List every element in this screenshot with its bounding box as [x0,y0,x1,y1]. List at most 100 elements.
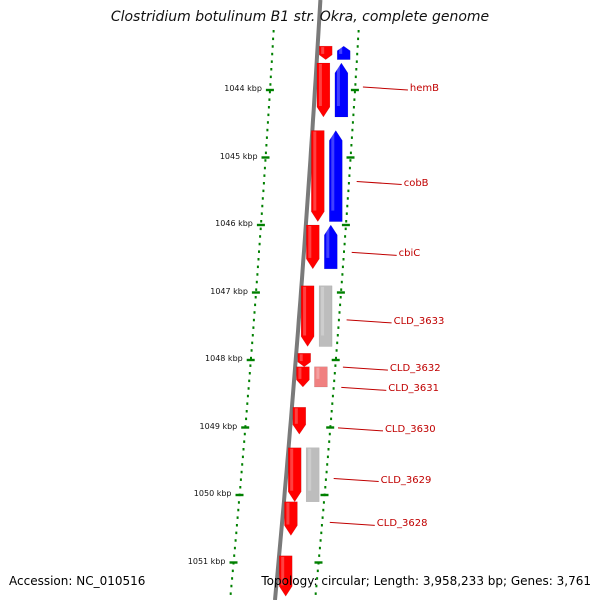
minor-tick [252,326,255,329]
minor-tick [344,227,347,231]
minor-tick [248,379,251,383]
major-tick [336,291,345,294]
gene-highlight [316,367,320,379]
minor-tick [357,37,360,41]
tick-marks [229,30,360,595]
minor-tick [357,30,360,33]
label-leader-line [362,86,408,91]
minor-tick [349,159,352,162]
minor-tick [318,546,321,550]
minor-tick [265,136,268,139]
minor-tick [335,356,337,360]
minor-tick [327,448,330,451]
pseudo-feature [314,366,328,388]
minor-tick [348,166,351,170]
minor-tick [249,364,252,367]
minor-tick [336,334,339,337]
minor-tick [235,531,238,535]
gene-highlight [318,64,322,106]
minor-tick [330,417,333,421]
minor-tick [339,303,342,307]
minor-tick [351,128,354,132]
minor-tick [250,356,252,360]
minor-tick [316,569,319,573]
minor-tick [266,121,269,124]
gene-label: cobB [403,177,429,189]
minor-tick [349,151,352,155]
minor-tick [263,166,266,170]
minor-tick [270,60,273,63]
minor-tick [259,227,262,231]
minor-tick [243,440,246,443]
minor-tick [256,273,259,276]
gene-highlight [294,408,298,424]
minor-tick [345,212,348,215]
tick-label: 1049 kbp [199,421,238,431]
minor-tick [339,296,342,299]
major-tick [241,426,250,429]
minor-tick [336,341,339,345]
minor-tick [236,516,239,519]
accession-text: Accession: NC_010516 [9,574,146,588]
gene-highlight [321,47,325,54]
minor-tick [325,470,328,474]
minor-tick [269,83,272,86]
gene-highlight [308,448,312,491]
major-tick [229,561,238,564]
forward-gene-arrow [287,447,302,503]
gene-highlight [321,286,325,336]
gene-highlight [313,131,317,211]
minor-tick [342,258,345,261]
minor-tick [268,98,271,101]
label-leader-line [342,366,388,371]
gene-highlight [331,131,335,211]
minor-tick [341,273,344,276]
gene-label: CLD_3629 [380,474,432,486]
gene-label: cbiC [398,248,421,260]
minor-tick [354,83,357,86]
major-tick [235,493,244,497]
reverse-gene-arrow [324,224,338,270]
tick-label: 1044 kbp [224,84,262,93]
minor-tick [264,159,267,162]
minor-tick [246,402,249,405]
minor-tick [333,372,336,375]
gene-label: hemB [409,83,440,94]
gene-highlight [336,64,340,106]
minor-tick [255,280,258,284]
genome-summary: Topology: circular; Length: 3,958,233 bp… [261,574,591,588]
major-tick [326,426,335,429]
label-leader-line [351,251,397,256]
label-leader-line [346,319,392,324]
minor-tick [245,417,248,421]
gene-highlight [308,226,312,258]
label-leader-line [333,478,379,482]
minor-tick [324,478,327,481]
major-tick [320,493,329,497]
tick-label: 1046 kbp [215,219,253,228]
minor-tick [320,524,323,527]
minor-tick [241,463,244,466]
minor-tick [258,242,261,246]
minor-tick [350,136,353,139]
major-tick [256,223,265,227]
gene-label: CLD_3628 [376,518,428,530]
label-leader-line [337,427,384,432]
minor-tick [355,68,358,71]
label-leader-line [356,181,402,185]
forward-gene-arrow [296,366,310,388]
tick-label: 1047 kbp [210,286,248,296]
minor-tick [353,98,356,101]
reverse-gene-arrow [334,62,349,118]
minor-tick [328,440,331,443]
minor-tick [320,531,323,535]
label-leader-line [329,521,375,526]
gene-highlight [298,367,302,379]
minor-tick [234,539,237,542]
minor-tick [242,448,245,451]
minor-tick [356,52,359,56]
minor-tick [321,516,324,519]
minor-tick [251,334,254,337]
minor-tick [268,90,271,94]
